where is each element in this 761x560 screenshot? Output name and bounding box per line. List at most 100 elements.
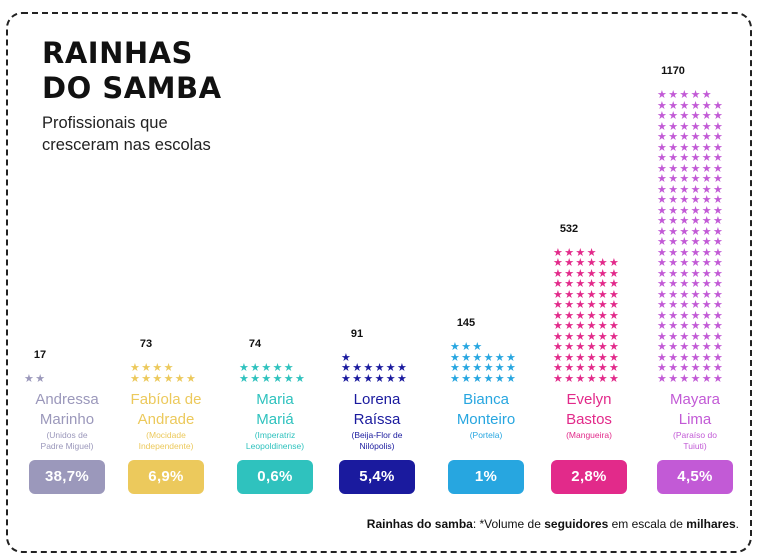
- star-icon: ★: [657, 214, 667, 227]
- star-icon: ★: [597, 329, 608, 343]
- star-icon: ★: [668, 203, 679, 217]
- star-icon: ★: [609, 298, 619, 311]
- star-icon: ★: [609, 256, 619, 269]
- star-icon: ★: [174, 371, 185, 385]
- star-icon: ★: [586, 329, 597, 343]
- star-icon: ★: [575, 371, 586, 385]
- footnote-bold-start: Rainhas do samba: [366, 517, 473, 531]
- percent-badge: 4,5%: [657, 460, 733, 494]
- star-icon: ★: [657, 340, 667, 353]
- star-icon: ★: [690, 298, 701, 311]
- queen-name-line: Raíssa: [353, 411, 401, 428]
- star-icon: ★: [713, 256, 723, 269]
- star-icon: ★: [690, 203, 701, 217]
- star-icon: ★: [657, 329, 667, 343]
- star-icon: ★: [701, 235, 712, 248]
- queen-name-line: Lima: [678, 411, 712, 428]
- star-icon: ★: [690, 130, 701, 143]
- star-icon: ★: [679, 287, 690, 301]
- percent-badge: 6,9%: [128, 460, 204, 494]
- star-icon: ★: [597, 350, 608, 364]
- bar-value-label: 1170: [661, 65, 685, 77]
- star-icon: ★: [679, 319, 690, 332]
- bar-value-label: 145: [456, 317, 476, 329]
- percent-badge: 2,8%: [551, 460, 627, 494]
- star-icon: ★: [609, 319, 619, 332]
- star-icon: ★: [713, 214, 723, 227]
- star-icon: ★: [494, 371, 505, 385]
- star-icon: ★: [690, 361, 701, 374]
- star-icon: ★: [679, 109, 690, 122]
- star-icon: ★: [461, 340, 472, 353]
- star-icon: ★: [553, 308, 563, 322]
- star-icon: ★: [261, 371, 272, 385]
- star-icon: ★: [679, 172, 690, 185]
- star-icon: ★: [657, 224, 667, 238]
- queen-name-line: Andrade: [137, 411, 195, 428]
- chart-title: RAINHAS DO SAMBA: [42, 36, 222, 106]
- star-icon: ★: [609, 340, 619, 353]
- chart-title-line-1: RAINHAS: [42, 36, 193, 70]
- star-icon: ★: [130, 371, 140, 385]
- star-icon: ★: [679, 88, 690, 101]
- star-icon: ★: [668, 88, 679, 101]
- star-icon: ★: [586, 256, 597, 269]
- star-icon: ★: [668, 130, 679, 143]
- star-icon: ★: [679, 308, 690, 322]
- star-icon: ★: [713, 140, 723, 154]
- star-icon: ★: [713, 172, 723, 185]
- star-icon: ★: [701, 319, 712, 332]
- star-icon: ★: [668, 151, 679, 164]
- star-icon: ★: [713, 119, 723, 133]
- queen-name-line: Monteiro: [456, 411, 516, 428]
- star-icon: ★: [494, 361, 505, 374]
- star-icon: ★: [701, 203, 712, 217]
- star-icon: ★: [657, 245, 667, 259]
- star-icon: ★: [657, 151, 667, 164]
- star-icon: ★: [450, 371, 460, 385]
- queen-name-line: Bastos: [566, 411, 612, 428]
- star-icon: ★: [690, 245, 701, 259]
- bar-value-label: 91: [350, 327, 364, 340]
- star-icon: ★: [701, 371, 712, 385]
- star-icon: ★: [609, 361, 619, 374]
- chart-subtitle: Profissionais que cresceram nas escolas: [42, 112, 211, 156]
- footnote-bold-mid: seguidores: [544, 517, 609, 531]
- star-icon: ★: [553, 266, 563, 280]
- star-icon: ★: [701, 193, 712, 206]
- star-icon: ★: [450, 350, 460, 364]
- star-icon: ★: [668, 119, 679, 133]
- star-icon: ★: [272, 371, 283, 385]
- star-icon: ★: [564, 361, 575, 374]
- star-icon: ★: [472, 340, 483, 353]
- star-icon: ★: [701, 340, 712, 353]
- star-icon: ★: [657, 172, 667, 185]
- queen-name-line: Evelyn: [566, 391, 612, 408]
- school-name-line: (Mangueira): [566, 430, 612, 440]
- star-icon: ★: [586, 371, 597, 385]
- star-icon: ★: [483, 371, 494, 385]
- star-icon: ★: [701, 287, 712, 301]
- star-icon: ★: [668, 109, 679, 122]
- star-icon: ★: [701, 256, 712, 269]
- star-icon: ★: [657, 88, 667, 101]
- star-icon: ★: [690, 266, 701, 280]
- star-icon: ★: [261, 361, 272, 374]
- star-icon: ★: [374, 371, 385, 385]
- star-icon: ★: [690, 340, 701, 353]
- star-icon: ★: [483, 350, 494, 364]
- star-icon: ★: [657, 98, 667, 112]
- star-icon: ★: [679, 371, 690, 385]
- star-icon: ★: [586, 308, 597, 322]
- star-icon: ★: [668, 172, 679, 185]
- star-icon: ★: [690, 371, 701, 385]
- star-icon: ★: [713, 193, 723, 206]
- star-icon: ★: [690, 98, 701, 112]
- star-icon: ★: [586, 350, 597, 364]
- star-icon: ★: [657, 256, 667, 269]
- star-icon: ★: [494, 350, 505, 364]
- star-icon: ★: [701, 266, 712, 280]
- star-icon: ★: [152, 371, 163, 385]
- star-icon: ★: [575, 287, 586, 301]
- star-icon: ★: [679, 235, 690, 248]
